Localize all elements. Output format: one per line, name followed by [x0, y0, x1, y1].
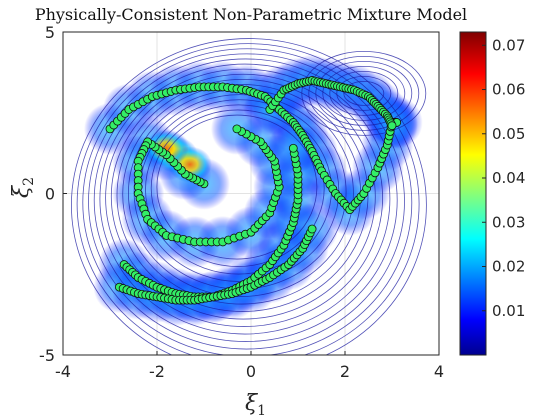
contour-ring: [88, 53, 405, 350]
data-point: [387, 121, 397, 131]
colorbar-tick-label: 0.04: [492, 169, 525, 187]
colorbar-tick-label: 0.01: [492, 302, 525, 320]
chart-title: Physically-Consistent Non-Parametric Mix…: [35, 5, 467, 24]
data-point: [307, 224, 317, 234]
x-tick-label: 4: [434, 362, 444, 381]
colorbar-tick-label: 0.07: [492, 36, 525, 54]
data-point: [232, 124, 242, 134]
contour-ring: [116, 78, 369, 312]
contour-ring: [156, 114, 318, 260]
colorbar-ticks: 0.01 0.02 0.03 0.04 0.05 0.06 0.07: [482, 36, 525, 320]
contour-ring: [329, 70, 399, 116]
y-tick-label: 5: [45, 23, 55, 42]
contour-ring: [301, 50, 427, 136]
x-tick-label: -4: [55, 362, 71, 381]
colorbar: 0.01 0.02 0.03 0.04 0.05 0.06 0.07: [459, 31, 525, 356]
trajectory-series: [133, 124, 284, 247]
contour-ring: [322, 65, 406, 121]
contour-ring: [336, 75, 392, 111]
contour-ring: [110, 73, 376, 320]
x-tick-label: 0: [246, 362, 256, 381]
colorbar-tick-label: 0.05: [492, 125, 525, 143]
x-axis-label: ξ1: [245, 391, 266, 419]
colorbar-tick-label: 0.06: [492, 81, 525, 99]
x-tick-label: 2: [340, 362, 350, 381]
contour-ring: [93, 58, 398, 342]
contour-ring: [99, 63, 391, 335]
contour-ring: [343, 80, 385, 106]
trajectory-series: [265, 76, 397, 131]
contour-ring: [150, 109, 325, 267]
contour-ring: [71, 38, 427, 355]
colorbar-tick-label: 0.03: [492, 213, 525, 231]
contour-ring: [105, 68, 384, 327]
trajectory-series: [115, 224, 317, 305]
plot-area: -4 -2 0 2 4 -5 0 5: [39, 23, 444, 381]
x-tick-label: -2: [149, 362, 165, 381]
data-point: [288, 143, 298, 153]
axis-ticks: -4 -2 0 2 4 -5 0 5: [39, 23, 444, 381]
contour-ring: [82, 48, 413, 355]
contour-ring: [76, 43, 420, 355]
trajectory-points: [105, 76, 402, 305]
y-axis-label: ξ2: [9, 177, 37, 198]
colorbar-gradient: [459, 31, 487, 356]
contour-ring: [315, 60, 413, 126]
y-tick-label: -5: [39, 346, 55, 365]
colorbar-tick-label: 0.02: [492, 258, 525, 276]
y-tick-label: 0: [45, 185, 55, 204]
contour-ring: [308, 55, 420, 131]
